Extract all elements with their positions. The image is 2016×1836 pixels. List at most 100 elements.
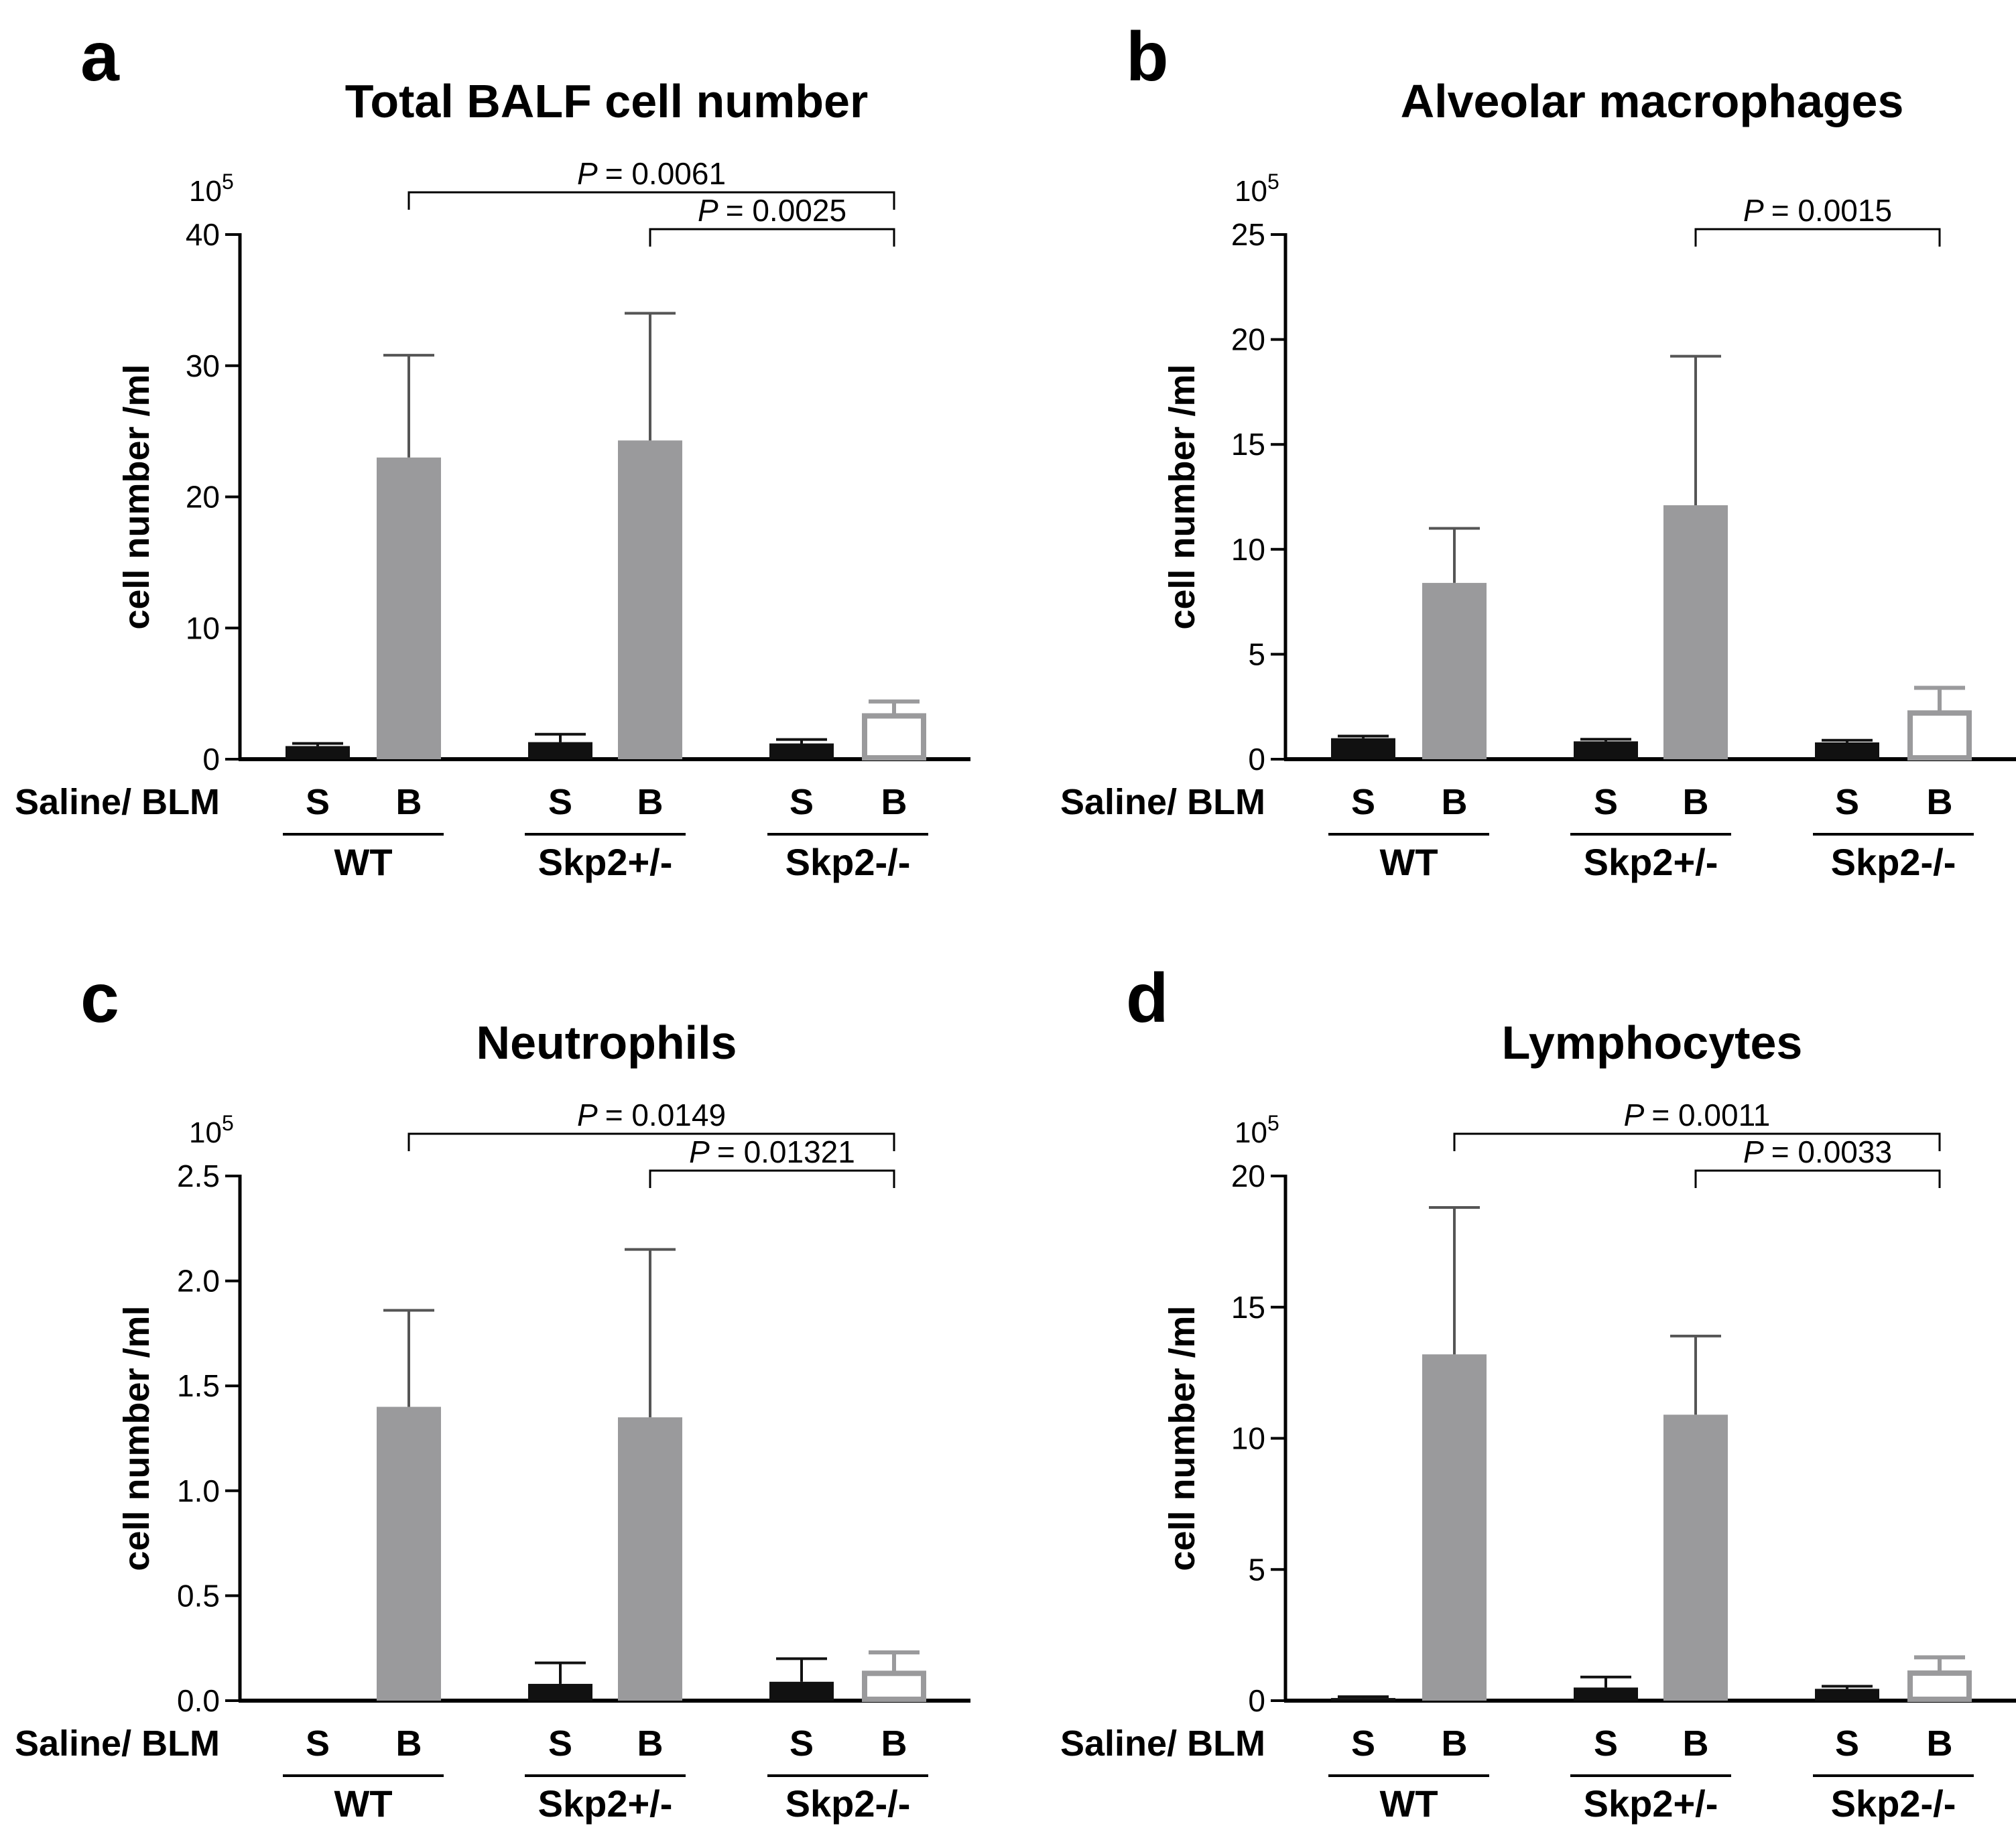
significance-bracket	[649, 1169, 895, 1188]
x-tick-label: B	[637, 782, 664, 822]
y-tick-label: 15	[1231, 427, 1265, 462]
y-tick-label: 30	[186, 348, 220, 383]
chart-title: Neutrophils	[477, 1017, 737, 1069]
bar	[1907, 1670, 1972, 1702]
chart-title: Lymphocytes	[1502, 1017, 1803, 1069]
y-tick-label: 10	[1231, 1421, 1265, 1456]
group-label: WT	[1379, 1782, 1438, 1825]
p-symbol: P	[577, 1098, 605, 1132]
y-multiplier: 105	[189, 170, 234, 208]
y-tick-label: 0.5	[177, 1578, 220, 1613]
p-value: = 0.01321	[717, 1134, 855, 1169]
x-tick-label: S	[790, 1723, 814, 1764]
y-tick-label: 0	[1248, 742, 1265, 777]
group-label: Skp2+/-	[538, 841, 673, 883]
y-multiplier-exponent: 5	[1267, 1111, 1279, 1135]
row-label: Saline/ BLM	[1060, 1723, 1265, 1764]
x-tick-label: B	[1683, 1723, 1709, 1764]
bar	[1331, 738, 1395, 759]
x-tick-label: S	[1594, 1723, 1618, 1764]
significance-bracket	[1694, 228, 1941, 247]
x-tick-label: S	[306, 782, 330, 822]
group-label: Skp2-/-	[1831, 1782, 1956, 1825]
bar	[1663, 1415, 1728, 1701]
y-multiplier-base: 10	[1235, 1116, 1267, 1149]
p-value-label: P = 0.0025	[698, 193, 846, 228]
bar	[618, 1417, 682, 1701]
significance-bracket	[407, 191, 895, 210]
p-value-label: P = 0.0149	[577, 1098, 726, 1132]
y-tick-label: 40	[186, 217, 220, 252]
bar	[1574, 741, 1638, 759]
row-label: Saline/ BLM	[1060, 782, 1265, 822]
y-tick-label: 0.0	[177, 1683, 220, 1718]
x-tick-label: S	[1835, 782, 1859, 822]
group-label: Skp2+/-	[1584, 841, 1718, 883]
row-label: Saline/ BLM	[15, 1723, 220, 1764]
p-symbol: P	[1743, 1134, 1771, 1169]
p-value: = 0.0149	[605, 1098, 726, 1132]
y-axis-label: cell number /ml	[1162, 1305, 1202, 1571]
bar	[1574, 1687, 1638, 1701]
group-label: Skp2+/-	[1584, 1782, 1718, 1825]
bar	[862, 1670, 926, 1703]
x-tick-label: B	[1683, 782, 1709, 822]
y-tick-label: 1.0	[177, 1473, 220, 1508]
bar	[1422, 582, 1487, 759]
p-value: = 0.0025	[726, 193, 846, 228]
y-axis-label: cell number /ml	[1162, 364, 1202, 629]
p-symbol: P	[689, 1134, 717, 1169]
p-value: = 0.0011	[1651, 1098, 1770, 1132]
y-multiplier-exponent: 5	[1267, 170, 1279, 194]
x-tick-label: S	[306, 1723, 330, 1764]
x-tick-label: B	[1442, 1723, 1468, 1764]
y-multiplier: 105	[189, 1111, 234, 1149]
group-label: WT	[334, 1782, 392, 1825]
p-symbol: P	[1743, 193, 1771, 228]
y-multiplier-base: 10	[189, 1116, 222, 1149]
panel-letter: a	[80, 18, 120, 96]
bar	[618, 440, 682, 759]
p-value: = 0.0015	[1771, 193, 1892, 228]
significance-bracket	[407, 1132, 895, 1151]
p-value-label: P = 0.0015	[1743, 193, 1892, 228]
y-multiplier: 105	[1235, 1111, 1279, 1149]
x-tick-label: B	[881, 1723, 907, 1764]
bar	[528, 1683, 592, 1701]
y-tick-label: 0	[1248, 1683, 1265, 1718]
x-tick-label: S	[548, 782, 572, 822]
y-tick-label: 15	[1231, 1290, 1265, 1325]
significance-bracket	[649, 228, 895, 247]
group-label: WT	[334, 841, 392, 883]
group-label: Skp2-/-	[1831, 841, 1956, 883]
p-symbol: P	[698, 193, 726, 228]
bar	[769, 1681, 834, 1701]
group-label: Skp2-/-	[785, 1782, 911, 1825]
x-tick-label: S	[1351, 1723, 1375, 1764]
bar	[528, 742, 592, 759]
x-tick-label: S	[1594, 782, 1618, 822]
y-tick-label: 20	[186, 480, 220, 515]
p-value-label: P = 0.0033	[1743, 1134, 1892, 1169]
bar	[1815, 1689, 1879, 1701]
y-multiplier-base: 10	[1235, 175, 1267, 208]
p-value-label: P = 0.0061	[577, 156, 726, 191]
x-tick-label: S	[790, 782, 814, 822]
p-symbol: P	[577, 156, 605, 191]
y-axis-label: cell number /ml	[117, 364, 157, 629]
y-tick-label: 5	[1248, 637, 1265, 671]
x-tick-label: B	[1927, 782, 1953, 822]
p-value: = 0.0033	[1771, 1134, 1892, 1169]
y-tick-label: 10	[186, 610, 220, 645]
p-value: = 0.0061	[605, 156, 726, 191]
bar	[286, 746, 350, 759]
y-axis-label: cell number /ml	[117, 1305, 157, 1571]
panel-letter: d	[1126, 960, 1169, 1037]
chart-title: Alveolar macrophages	[1401, 75, 1904, 127]
significance-bracket	[1453, 1132, 1941, 1151]
y-multiplier-exponent: 5	[222, 170, 234, 194]
